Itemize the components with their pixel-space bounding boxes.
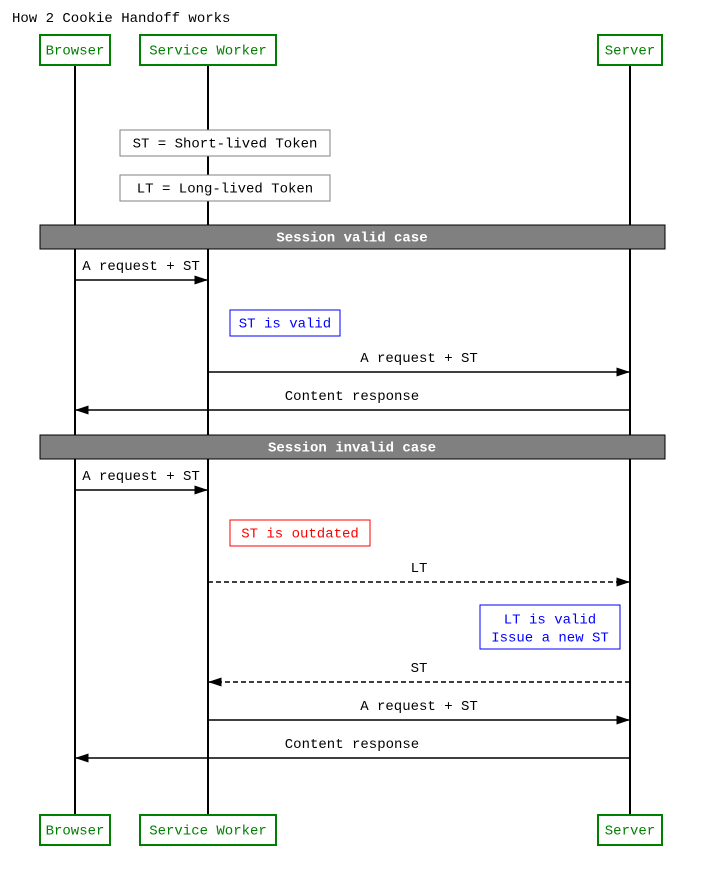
divider-valid-case: Session valid case xyxy=(40,225,665,249)
svg-text:Session valid case: Session valid case xyxy=(276,231,427,247)
svg-text:Browser: Browser xyxy=(46,44,105,60)
msg-req-st-1-label: A request + ST xyxy=(82,259,200,275)
msg-content-2-label: Content response xyxy=(285,737,419,753)
svg-text:Issue a new ST: Issue a new ST xyxy=(491,631,609,647)
svg-text:Service Worker: Service Worker xyxy=(149,824,267,840)
note-lt-valid: LT is valid Issue a new ST xyxy=(480,605,620,649)
svg-text:Server: Server xyxy=(605,824,655,840)
msg-st-label: ST xyxy=(411,661,428,677)
note-lt-definition: LT = Long-lived Token xyxy=(120,175,330,201)
svg-text:LT = Long-lived Token: LT = Long-lived Token xyxy=(137,182,313,198)
msg-req-st-3-label: A request + ST xyxy=(82,469,200,485)
participant-server-top: Server xyxy=(598,35,662,65)
svg-text:ST is valid: ST is valid xyxy=(239,317,331,333)
participant-sw-bottom: Service Worker xyxy=(140,815,276,845)
svg-text:Browser: Browser xyxy=(46,824,105,840)
svg-text:Server: Server xyxy=(605,44,655,60)
msg-content-1-label: Content response xyxy=(285,389,419,405)
msg-lt-label: LT xyxy=(411,561,428,577)
msg-req-st-4-label: A request + ST xyxy=(360,699,478,715)
participant-sw-top: Service Worker xyxy=(140,35,276,65)
participant-browser-top: Browser xyxy=(40,35,110,65)
participant-server-bottom: Server xyxy=(598,815,662,845)
svg-text:LT is valid: LT is valid xyxy=(504,613,596,629)
svg-text:Service Worker: Service Worker xyxy=(149,44,267,60)
svg-text:ST is outdated: ST is outdated xyxy=(241,527,359,543)
msg-req-st-2-label: A request + ST xyxy=(360,351,478,367)
divider-invalid-case: Session invalid case xyxy=(40,435,665,459)
note-st-valid: ST is valid xyxy=(230,310,340,336)
svg-text:Session invalid case: Session invalid case xyxy=(268,441,436,457)
participant-browser-bottom: Browser xyxy=(40,815,110,845)
svg-text:ST = Short-lived Token: ST = Short-lived Token xyxy=(133,137,318,153)
diagram-title: How 2 Cookie Handoff works xyxy=(12,11,230,27)
note-st-outdated: ST is outdated xyxy=(230,520,370,546)
note-st-definition: ST = Short-lived Token xyxy=(120,130,330,156)
sequence-diagram: How 2 Cookie Handoff works Browser Servi… xyxy=(0,0,710,872)
